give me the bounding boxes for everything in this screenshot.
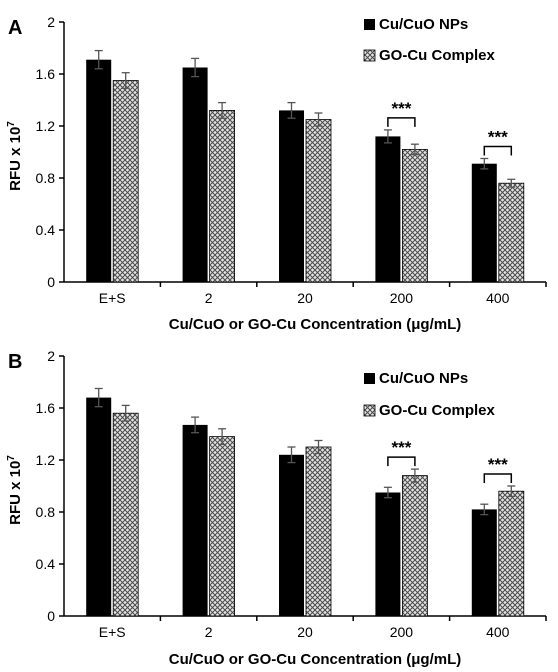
legend-swatch <box>364 19 375 30</box>
bar <box>112 412 139 617</box>
legend-label: GO-Cu Complex <box>379 402 495 419</box>
y-tick-label: 0.8 <box>36 170 56 186</box>
bar <box>401 148 428 283</box>
x-tick-label: 2 <box>205 290 213 306</box>
legend-label: Cu/CuO NPs <box>379 370 468 387</box>
y-tick-label: 0.4 <box>36 222 56 238</box>
bar <box>305 119 332 283</box>
bar <box>375 492 401 616</box>
panel-label: A <box>8 17 22 39</box>
y-axis-label: RFU x 107 <box>6 455 24 525</box>
bar <box>182 67 208 282</box>
panel-label: B <box>8 351 22 373</box>
y-tick-label: 1.6 <box>36 66 56 82</box>
legend-swatch <box>363 49 376 62</box>
legend-label: Cu/CuO NPs <box>379 16 468 33</box>
significance-bracket <box>387 117 416 127</box>
bar <box>209 436 236 617</box>
bar <box>112 80 139 283</box>
significance-bracket <box>483 473 513 483</box>
bar <box>305 446 332 617</box>
y-tick-label: 2 <box>47 14 55 30</box>
y-tick-label: 0 <box>47 608 55 624</box>
x-axis-label: Cu/CuO or GO-Cu Concentration (μg/mL) <box>169 651 462 668</box>
x-tick-label: 400 <box>486 290 510 306</box>
x-tick-label: 200 <box>390 624 414 640</box>
bar <box>401 475 428 617</box>
y-tick-label: 0.4 <box>36 556 56 572</box>
bar <box>86 397 112 616</box>
bar <box>471 163 497 282</box>
bar <box>471 509 497 616</box>
legend-label: GO-Cu Complex <box>379 47 495 64</box>
chart-panel-b: B 0 0.4 0.8 1.2 1.6 2 RFU x 107 E+S 2 20 200 400 Cu/C… <box>6 348 547 668</box>
legend-swatch <box>364 373 375 384</box>
significance-label: *** <box>488 455 508 474</box>
y-tick-label: 0 <box>47 274 55 290</box>
x-tick-label: 20 <box>297 290 313 306</box>
x-tick-label: 20 <box>297 624 313 640</box>
significance-bracket <box>483 145 513 156</box>
bar <box>375 136 401 282</box>
y-tick-label: 0.8 <box>36 504 56 520</box>
bar <box>182 424 208 616</box>
bar <box>86 59 112 283</box>
bar <box>279 110 304 283</box>
x-tick-label: E+S <box>99 624 126 640</box>
legend-swatch <box>363 404 376 417</box>
significance-label: *** <box>391 438 411 457</box>
significance-label: *** <box>391 99 411 118</box>
y-tick-label: 1.2 <box>36 118 56 134</box>
x-tick-label: 2 <box>205 624 213 640</box>
y-tick-label: 2 <box>47 348 55 364</box>
chart-panel-a: A 0 0.4 0.8 1.2 1.6 2 RFU x 107 E+S 2 20 200 400 Cu/C… <box>6 14 547 333</box>
x-tick-label: E+S <box>99 290 126 306</box>
x-tick-label: 400 <box>486 624 510 640</box>
bar <box>209 110 236 283</box>
y-axis-label: RFU x 107 <box>6 121 24 191</box>
x-tick-label: 200 <box>390 290 414 306</box>
y-tick-label: 1.6 <box>36 400 56 416</box>
significance-bracket <box>387 456 416 467</box>
bar <box>498 490 525 617</box>
x-axis-label: Cu/CuO or GO-Cu Concentration (μg/mL) <box>169 316 462 333</box>
bar <box>498 182 525 283</box>
y-tick-label: 1.2 <box>36 452 56 468</box>
significance-label: *** <box>488 128 508 147</box>
bar <box>279 454 304 616</box>
